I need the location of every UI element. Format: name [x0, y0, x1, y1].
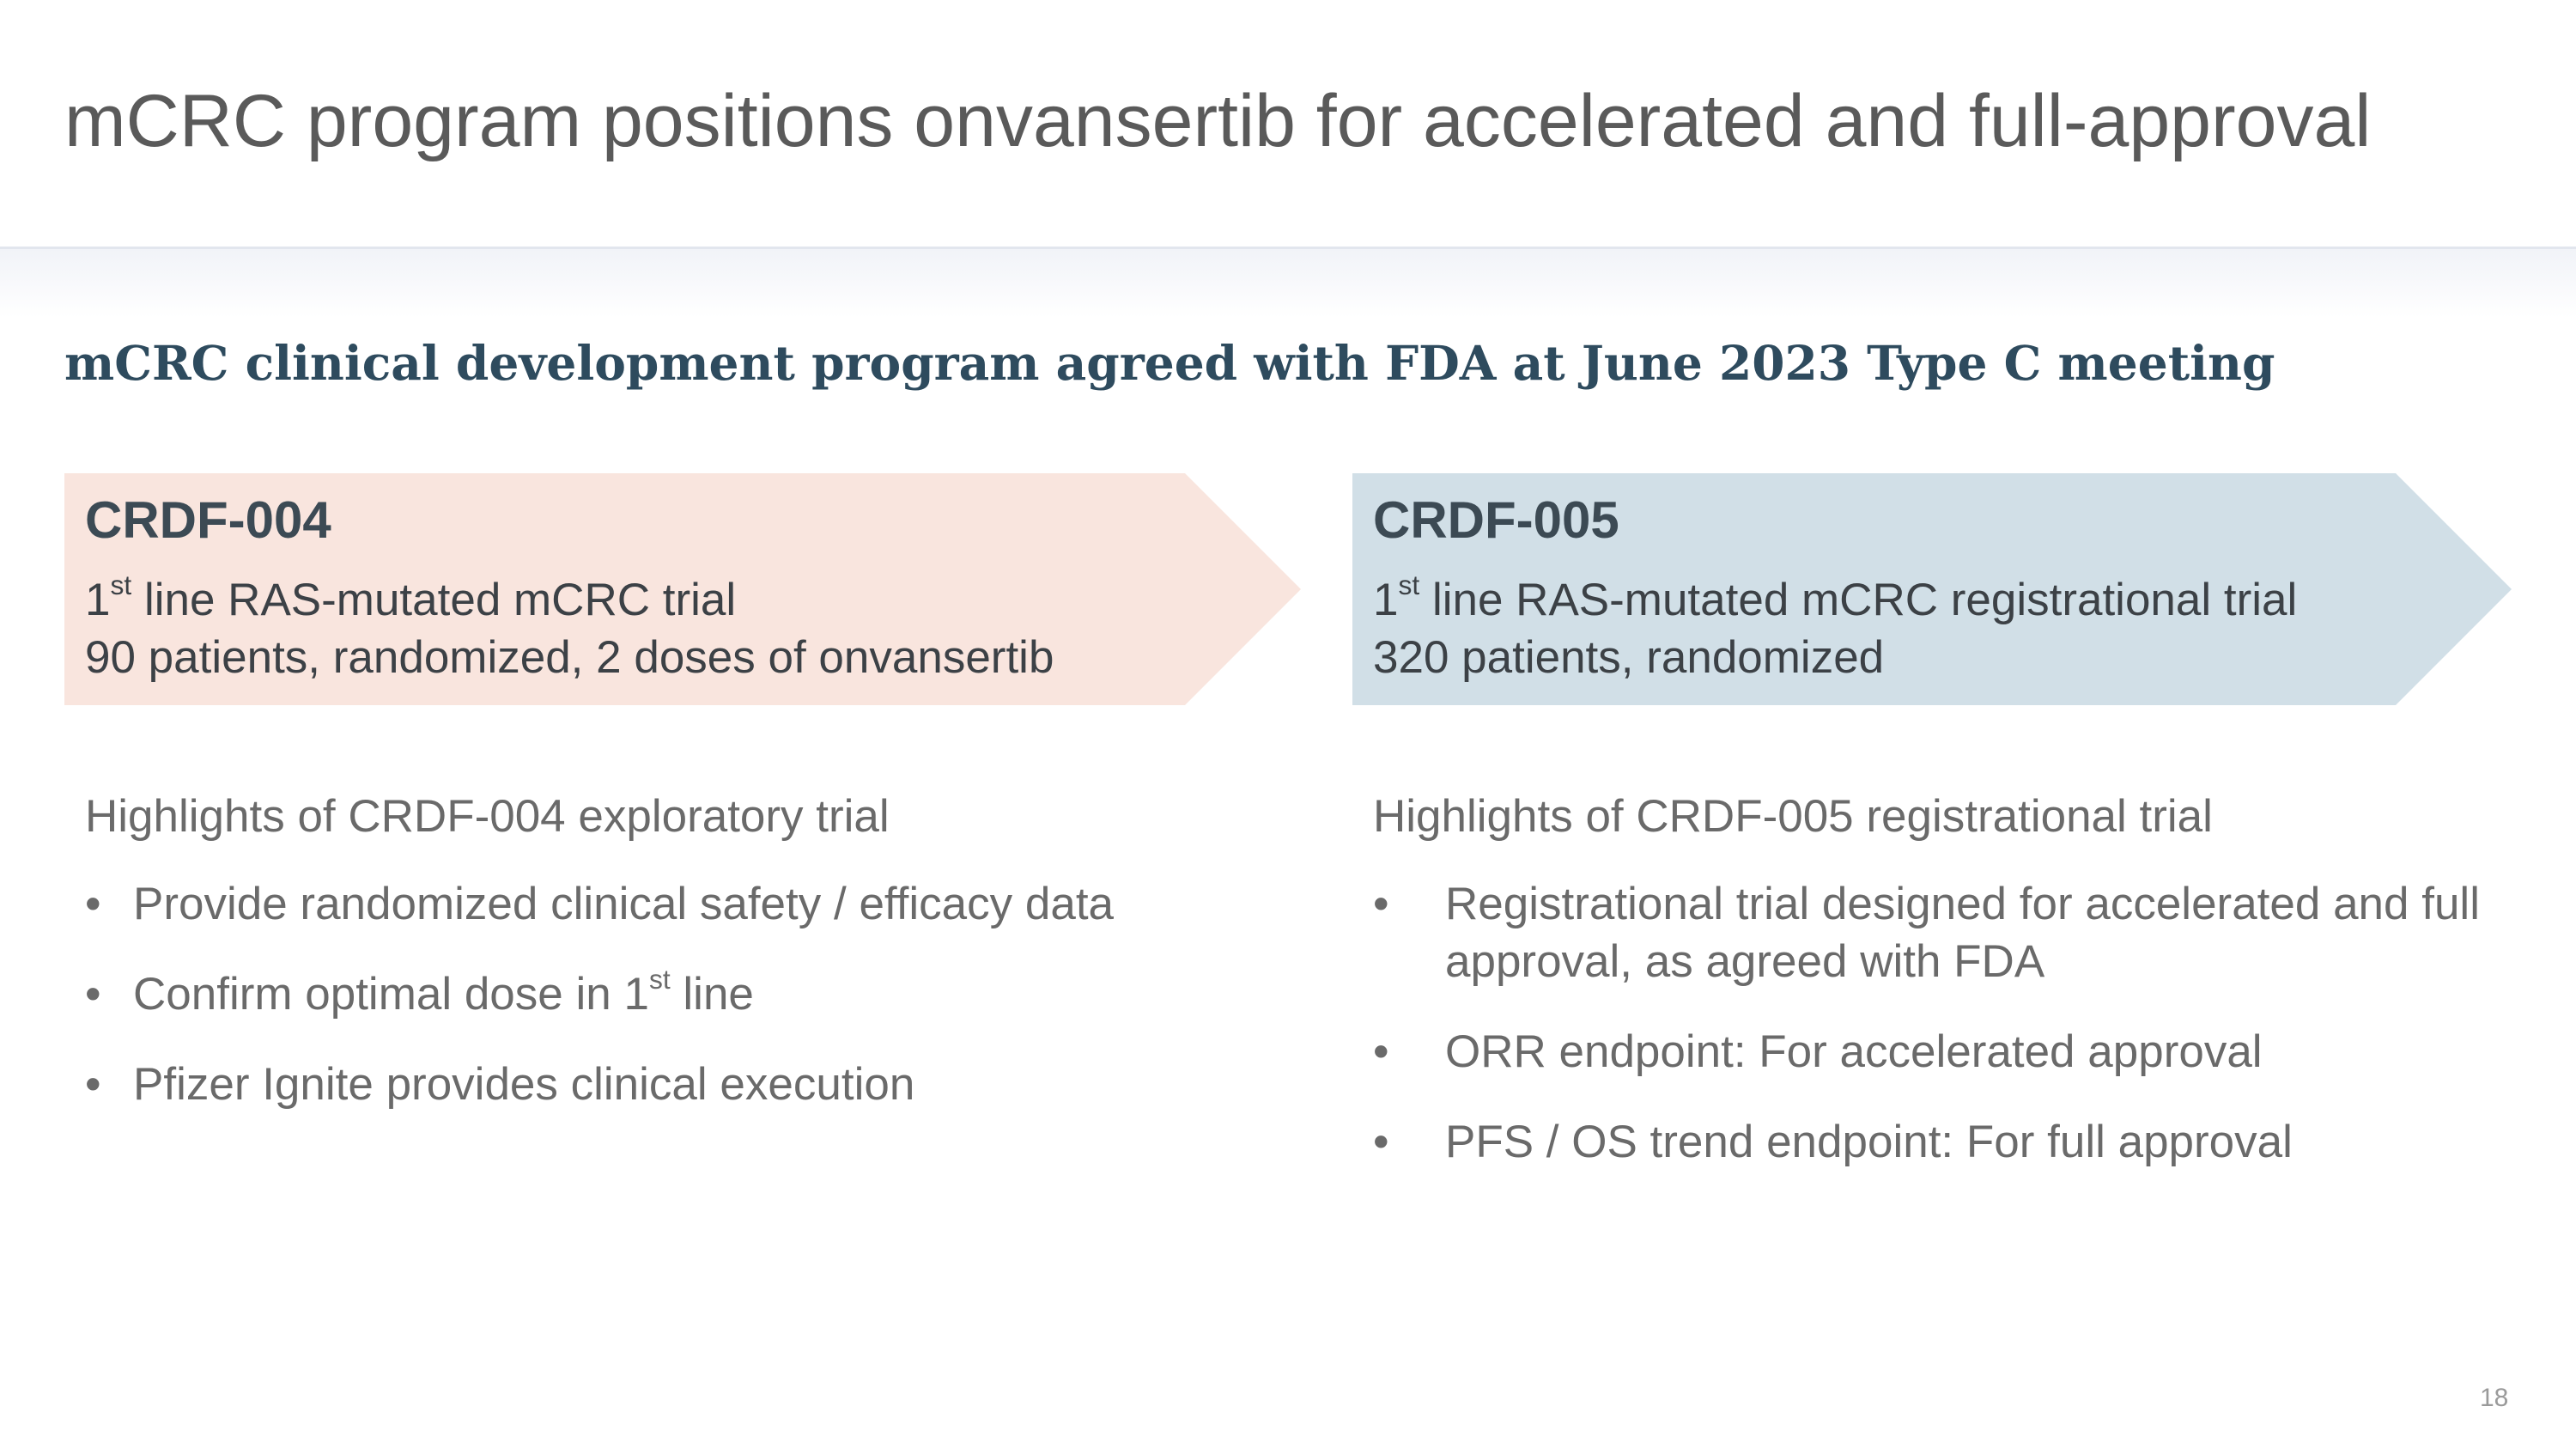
bullet-icon: •	[85, 969, 101, 1020]
slide-subtitle: mCRC clinical development program agreed…	[64, 335, 2275, 391]
highlights-list: • Provide randomized clinical safety / ef…	[85, 875, 1227, 1113]
trial-design: 320 patients, randomized	[1373, 632, 1885, 683]
bullet-icon: •	[1373, 1117, 1389, 1167]
page-number: 18	[2480, 1384, 2509, 1412]
ordinal-suffix: st	[1398, 569, 1420, 601]
trial-name: CRDF-005	[1373, 491, 1619, 549]
ordinal-number: 1	[1373, 575, 1399, 625]
ordinal-suffix: st	[110, 569, 132, 601]
bullet-text: Provide randomized clinical safety / eff…	[133, 879, 1115, 929]
bullet-text-before: Confirm optimal dose in 1	[133, 969, 649, 1020]
bullet-text: PFS / OS trend endpoint: For full approv…	[1445, 1117, 2293, 1167]
highlights-heading: Highlights of CRDF-005 registrational tr…	[1373, 791, 2213, 842]
trial-description-text: line RAS-mutated mCRC trial	[131, 575, 737, 625]
bullet-text: Pfizer Ignite provides clinical executio…	[133, 1059, 915, 1110]
slide-title: mCRC program positions onvansertib for a…	[64, 80, 2372, 162]
crdf-005-highlights: Highlights of CRDF-005 registrational tr…	[1373, 790, 2515, 1171]
trial-name: CRDF-004	[85, 491, 331, 549]
list-item: • Pfizer Ignite provides clinical executi…	[85, 1056, 1227, 1113]
list-item: • PFS / OS trend endpoint: For full appro…	[1373, 1113, 2515, 1171]
trial-description: 1st line RAS-mutated mCRC registrational…	[1373, 571, 2298, 626]
bullet-icon: •	[85, 879, 101, 929]
bullet-text: ORR endpoint: For accelerated approval	[1445, 1026, 2263, 1077]
crdf-004-highlights: Highlights of CRDF-004 exploratory trial…	[85, 790, 1227, 1113]
header-band	[0, 249, 2576, 318]
ordinal-number: 1	[85, 575, 111, 625]
bullet-icon: •	[1373, 879, 1389, 929]
bullet-text: Registrational trial designed for accele…	[1445, 879, 2480, 987]
bullet-icon: •	[1373, 1026, 1389, 1077]
bullet-text-after: line	[670, 969, 754, 1020]
highlights-list: • Registrational trial designed for accel…	[1373, 875, 2515, 1171]
list-item: • Confirm optimal dose in 1st line	[85, 965, 1227, 1023]
bullet-icon: •	[85, 1059, 101, 1110]
crdf-005-arrow-banner: CRDF-005 1st line RAS-mutated mCRC regis…	[1352, 473, 2512, 705]
list-item: • Provide randomized clinical safety / ef…	[85, 875, 1227, 933]
highlights-heading: Highlights of CRDF-004 exploratory trial	[85, 791, 890, 842]
list-item: • Registrational trial designed for accel…	[1373, 875, 2515, 990]
ordinal-suffix: st	[648, 964, 671, 995]
header-divider	[0, 247, 2576, 249]
list-item: • ORR endpoint: For accelerated approval	[1373, 1023, 2515, 1081]
trial-description-text: line RAS-mutated mCRC registrational tri…	[1419, 575, 2298, 625]
crdf-004-arrow-banner: CRDF-004 1st line RAS-mutated mCRC trial…	[64, 473, 1301, 705]
trial-design: 90 patients, randomized, 2 doses of onva…	[85, 632, 1054, 683]
trial-description: 1st line RAS-mutated mCRC trial	[85, 571, 737, 626]
